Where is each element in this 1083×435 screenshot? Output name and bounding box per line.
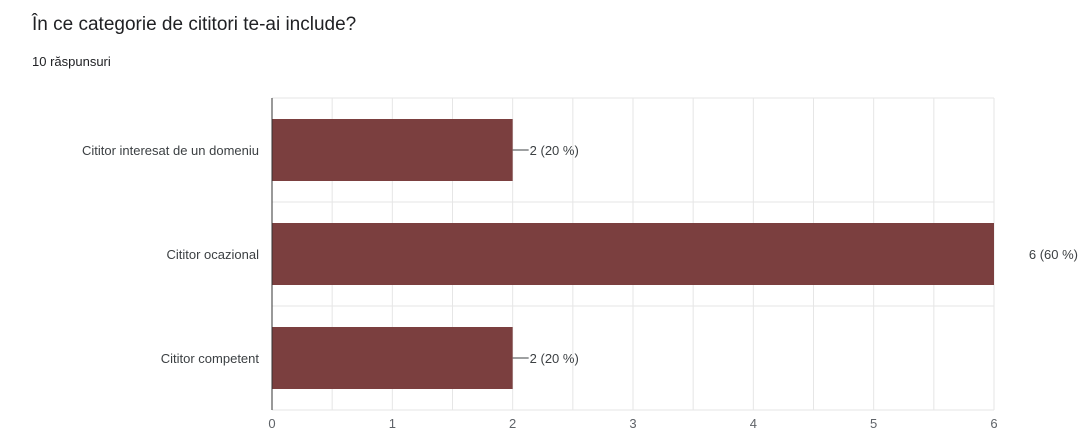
bar [272,223,994,285]
data-label: 6 (60 %) [1029,247,1078,262]
x-tick-label: 0 [268,416,275,431]
response-count: 10 răspunsuri [32,54,111,69]
category-label: Cititor interesat de un domeniu [82,143,259,158]
data-label: 2 (20 %) [530,143,579,158]
bar [272,119,513,181]
data-label: 2 (20 %) [530,351,579,366]
category-label: Cititor ocazional [167,247,260,262]
axis-layer: 0 1 2 3 4 5 6 [268,98,998,431]
label-layer: Cititor interesat de un domeniu 2 (20 %) C… [82,143,1078,366]
x-tick-label: 3 [629,416,636,431]
x-tick-label: 6 [990,416,997,431]
x-tick-label: 2 [509,416,516,431]
x-tick-label: 5 [870,416,877,431]
bar [272,327,513,389]
bar-layer [272,119,994,389]
x-tick-label: 1 [389,416,396,431]
category-label: Cititor competent [161,351,260,366]
chart-title: În ce categorie de cititori te-ai includ… [32,14,357,35]
x-tick-label: 4 [750,416,757,431]
